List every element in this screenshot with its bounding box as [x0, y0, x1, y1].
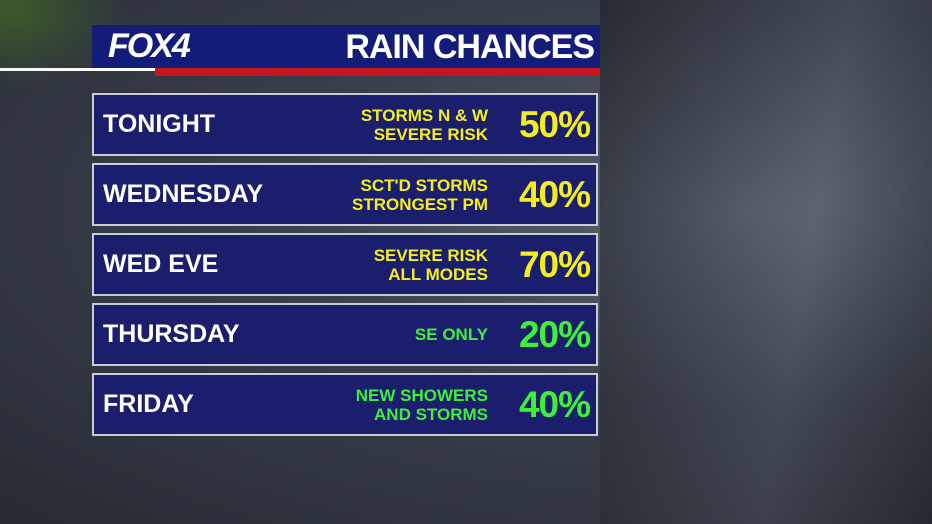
note-line: STORMS N & W — [360, 105, 488, 125]
forecast-row: WEDNESDAY SCT'D STORMS STRONGEST PM 40% — [92, 163, 598, 226]
rain-chance: 20% — [518, 314, 591, 355]
forecast-row: TONIGHT STORMS N & W SEVERE RISK 50% — [92, 93, 598, 156]
background-shade — [600, 0, 932, 524]
header-bar — [92, 25, 600, 68]
header-stripe — [155, 68, 600, 76]
notes: SEVERE RISK ALL MODES — [374, 235, 488, 294]
forecast-row: FRIDAY NEW SHOWERS AND STORMS 40% — [92, 373, 598, 436]
rain-chance: 70% — [518, 244, 591, 285]
notes: SCT'D STORMS STRONGEST PM — [352, 165, 488, 224]
notes: STORMS N & W SEVERE RISK — [361, 95, 488, 154]
day-label: WEDNESDAY — [103, 180, 264, 208]
day-label: FRIDAY — [103, 390, 194, 418]
rain-chance: 40% — [518, 384, 591, 425]
logo: FOX4 — [108, 27, 191, 65]
note-line: SCT'D STORMS — [360, 175, 488, 195]
note-line: STRONGEST PM — [351, 194, 488, 214]
note-line: SEVERE RISK — [373, 245, 488, 265]
note-line: ALL MODES — [388, 264, 488, 284]
rain-chance: 40% — [518, 174, 591, 215]
forecast-row: WED EVE SEVERE RISK ALL MODES 70% — [92, 233, 598, 296]
day-label: TONIGHT — [103, 110, 216, 138]
note-line: SE ONLY — [414, 325, 488, 344]
notes: NEW SHOWERS AND STORMS — [356, 375, 488, 434]
notes: SE ONLY — [415, 305, 488, 364]
title: RAIN CHANCES — [345, 28, 595, 66]
forecast-row: THURSDAY SE ONLY 20% — [92, 303, 598, 366]
rain-chance: 50% — [518, 104, 591, 145]
header-line — [0, 68, 155, 71]
note-line: SEVERE RISK — [373, 124, 488, 144]
note-line: AND STORMS — [374, 404, 488, 424]
day-label: THURSDAY — [103, 320, 240, 348]
day-label: WED EVE — [103, 250, 219, 278]
note-line: NEW SHOWERS — [355, 385, 488, 405]
